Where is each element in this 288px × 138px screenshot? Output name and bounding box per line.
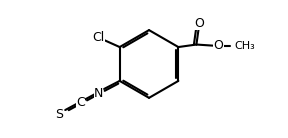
Text: O: O (194, 17, 204, 30)
Text: O: O (214, 39, 223, 52)
Text: C: C (76, 96, 85, 109)
Text: CH₃: CH₃ (234, 41, 255, 51)
Text: N: N (94, 87, 103, 100)
Text: S: S (56, 108, 63, 121)
Text: Cl: Cl (92, 31, 105, 44)
